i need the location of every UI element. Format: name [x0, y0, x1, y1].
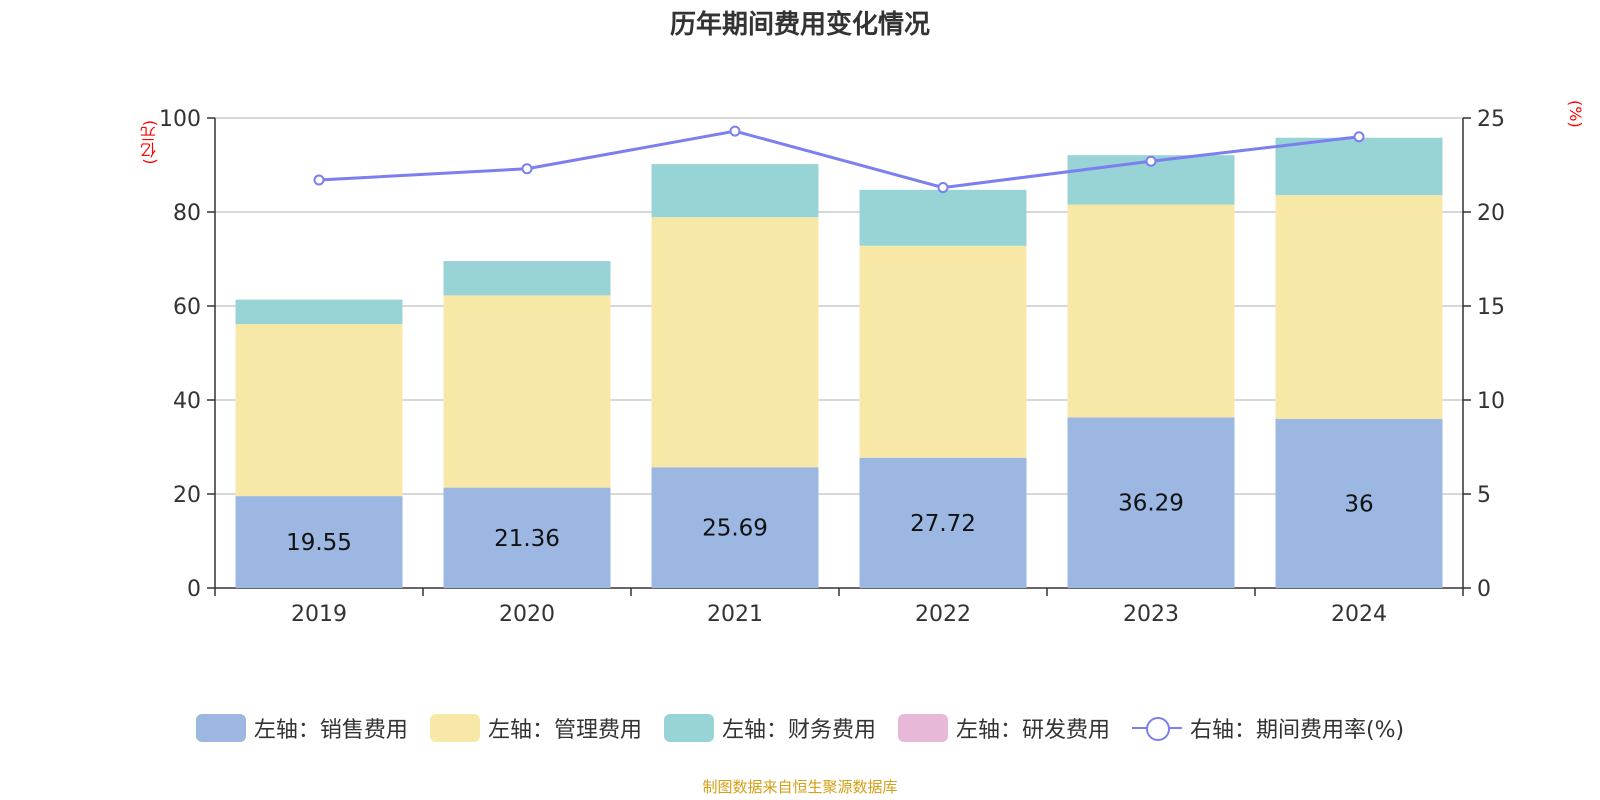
x-axis-tick-label: 2022: [915, 602, 971, 627]
legend-item-rate[interactable]: 右轴：期间费用率(%): [1131, 712, 1405, 744]
bar-data-label: 19.55: [286, 530, 352, 556]
bar-segment-2: [1067, 204, 1235, 418]
bar-segment-1: [443, 487, 611, 588]
x-axis-tick-label: 2021: [707, 602, 763, 627]
bar-data-label: 36.29: [1118, 491, 1184, 517]
bar-data-label: 27.72: [910, 511, 976, 537]
right-axis-tick-label: 10: [1477, 389, 1505, 414]
legend-item-rnd[interactable]: 左轴：研发费用: [897, 712, 1110, 744]
bar-segment-3: [443, 261, 611, 296]
legend-swatch-sales: [195, 714, 246, 742]
left-axis-tick-label: 20: [173, 483, 201, 508]
legend-swatch-admin: [429, 714, 480, 742]
left-axis-tick-label: 0: [187, 577, 201, 602]
rate-point: [1353, 131, 1365, 143]
left-axis-tick-label: 60: [173, 295, 201, 320]
source-note: 制图数据来自恒生聚源数据库: [702, 778, 898, 796]
legend-item-admin[interactable]: 左轴：管理费用: [429, 712, 642, 744]
legend-label-sales: 左轴：销售费用: [253, 718, 408, 743]
bar-data-label: 36: [1344, 491, 1373, 517]
bar-segment-3: [1275, 137, 1443, 196]
bar-segment-1: [1067, 417, 1235, 588]
rate-point: [1145, 155, 1157, 167]
bar-segment-3: [235, 299, 403, 325]
legend-item-sales[interactable]: 左轴：销售费用: [195, 712, 408, 744]
legend-label-finance: 左轴：财务费用: [721, 718, 876, 743]
bar-segment-2: [859, 245, 1027, 458]
bar-segment-3: [651, 164, 819, 218]
x-axis-tick-label: 2020: [499, 602, 555, 627]
right-axis-tick-label: 15: [1477, 295, 1505, 320]
left-axis-tick-label: 80: [173, 201, 201, 226]
right-axis-tick-label: 25: [1477, 107, 1505, 132]
rate-point: [937, 182, 949, 194]
bar-segment-3: [859, 189, 1027, 246]
legend-label-rate: 右轴：期间费用率(%): [1189, 718, 1405, 743]
right-axis-tick-label: 0: [1477, 577, 1491, 602]
bar-segment-2: [651, 217, 819, 468]
legend-label-admin: 左轴：管理费用: [487, 718, 642, 743]
right-axis-tick-label: 20: [1477, 201, 1505, 226]
rate-point: [313, 174, 325, 186]
legend-item-finance[interactable]: 左轴：财务费用: [663, 712, 876, 744]
right-axis-tick-label: 5: [1477, 483, 1491, 508]
left-axis-tick-label: 40: [173, 389, 201, 414]
bar-segment-2: [1275, 195, 1443, 419]
rate-point: [521, 163, 533, 175]
rate-point: [729, 125, 741, 137]
rate-line: [318, 129, 1360, 190]
bar-segment-1: [235, 496, 403, 588]
bar-data-label: 25.69: [702, 516, 768, 542]
legend-swatch-rnd: [897, 714, 948, 742]
left-axis-tick-label: 100: [159, 107, 201, 132]
bar-segment-1: [1275, 418, 1443, 588]
legend-label-rnd: 左轴：研发费用: [955, 718, 1110, 743]
bar-segment-2: [443, 295, 611, 488]
right-axis-unit: (%): [1566, 100, 1585, 128]
x-axis-tick-label: 2024: [1331, 602, 1387, 627]
bar-data-label: 21.36: [494, 526, 560, 552]
chart-title: 历年期间费用变化情况: [669, 10, 930, 40]
legend-swatch-rate: [1131, 714, 1182, 742]
legend: 左轴：销售费用 左轴：管理费用 左轴：财务费用 左轴：研发费用 右轴：期间费用率…: [0, 712, 1600, 744]
x-axis-tick-label: 2019: [291, 602, 347, 627]
legend-swatch-finance: [663, 714, 714, 742]
bar-segment-1: [859, 457, 1027, 588]
bar-segment-1: [651, 467, 819, 588]
x-axis-tick-label: 2023: [1123, 602, 1179, 627]
bar-segment-2: [235, 324, 403, 497]
